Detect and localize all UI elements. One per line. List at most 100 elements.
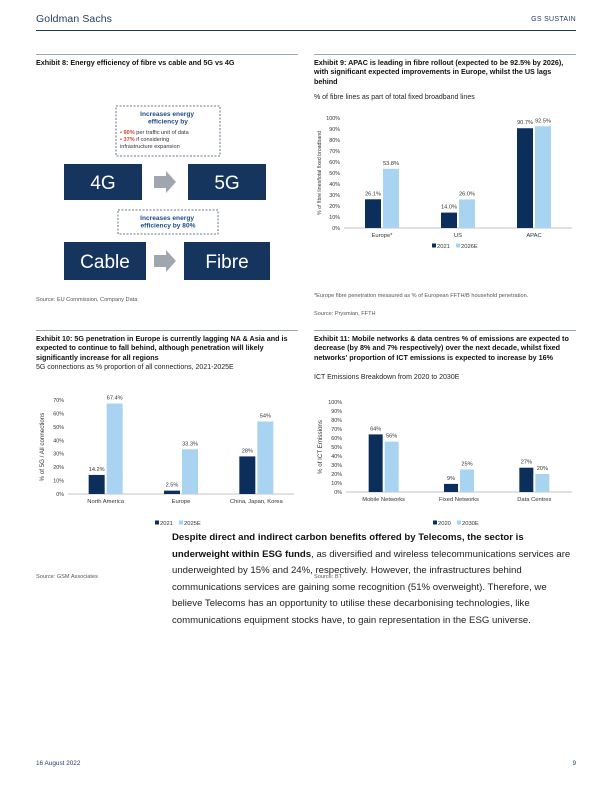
tile-4g-label: 4G <box>90 173 115 194</box>
bar-value-label: 28% <box>242 448 253 454</box>
bar-2020 <box>519 467 534 492</box>
y-tick-label: 70% <box>53 398 64 404</box>
callout-top-line2: • 37% if considering <box>120 137 169 143</box>
bar-2030E <box>535 474 550 492</box>
bar-2021 <box>164 490 180 494</box>
exhibit11-source: Source: BT <box>314 574 342 580</box>
tile-4g <box>64 164 142 200</box>
y-tick-label: 90% <box>329 127 340 133</box>
y-tick-label: 40% <box>329 182 340 188</box>
y-tick-label: 0% <box>56 492 64 498</box>
category-label: Mobile Networks <box>362 497 405 503</box>
y-tick-label: 90% <box>331 409 342 415</box>
legend-swatch <box>432 243 436 248</box>
bar-value-label: 20% <box>537 466 548 472</box>
exhibit8-diagram: Increases energy efficiency by • 90% per… <box>64 105 270 280</box>
bar-value-label: 26.0% <box>459 191 475 197</box>
y-tick-label: 60% <box>329 160 340 166</box>
exhibit9-subtitle: % of fibre lines as part of total fixed … <box>314 94 475 101</box>
exhibit9-chart: 0% 10% 20% 30% 40% 50% 60% 70% 80% 90% 100% % of fi… <box>317 116 572 250</box>
exhibit11-chart: 0% 10% 20% 30% 40% 50% 60% 70% 80% 90% 100% % of IC… <box>317 400 572 527</box>
callout-mid-title: Increases energy efficiency by 80% <box>140 215 196 230</box>
brand-name: Goldman Sachs <box>36 13 113 25</box>
bar-2020 <box>368 434 383 492</box>
y-tick-label: 30% <box>53 452 64 458</box>
tile-cable-label: Cable <box>80 252 130 273</box>
y-tick-label: 0% <box>334 490 342 496</box>
exhibit11-title: Exhibit 11: Mobile networks & data centr… <box>314 334 569 362</box>
legend-label: 2025E <box>184 521 201 527</box>
exhibit11-subtitle: ICT Emissions Breakdown from 2020 to 203… <box>314 374 460 381</box>
exhibit8-rule <box>36 54 298 55</box>
category-label: Europe <box>172 499 191 505</box>
bar-value-label: 14.0% <box>441 205 457 211</box>
y-tick-label: 50% <box>331 445 342 451</box>
bar-value-label: 33.3% <box>182 441 198 447</box>
callout-box-mid <box>117 209 219 235</box>
y-axis-label: % of ICT Emissions <box>317 420 324 474</box>
y-tick-label: 50% <box>53 425 64 431</box>
callout-box-top <box>115 105 221 157</box>
y-tick-label: 70% <box>331 427 342 433</box>
exhibit9-note: *Europe fibre penetration measured as % … <box>314 293 529 299</box>
y-tick-label: 0% <box>332 226 340 232</box>
legend-label: 2020 <box>438 521 451 527</box>
callout-top-title: Increases energy efficiency by <box>140 111 196 126</box>
exhibit9-rule <box>314 54 576 55</box>
bar-2025E <box>257 421 274 494</box>
legend-swatch <box>456 243 460 248</box>
bar-value-label: 9% <box>447 476 455 482</box>
y-tick-label: 10% <box>329 215 340 221</box>
legend-label: 2026E <box>461 244 478 250</box>
y-axis-label: % of fibre lines/total fixed broadband <box>317 131 323 215</box>
y-tick-label: 60% <box>53 411 64 417</box>
exhibit8-source: Source: EU Commission, Company Data <box>36 297 138 303</box>
y-tick-label: 80% <box>329 138 340 144</box>
y-tick-label: 100% <box>328 400 342 406</box>
category-label: China, Japan, Korea <box>230 499 284 505</box>
y-tick-label: 30% <box>331 463 342 469</box>
callout-top-line3: infrastructure expansion <box>120 144 180 150</box>
exhibit10-rule <box>36 330 298 331</box>
tile-cable <box>64 242 146 280</box>
bar-2021 <box>239 456 256 494</box>
tile-fibre <box>184 242 270 280</box>
bar-value-label: 53.8% <box>383 161 399 167</box>
tile-fibre-label: Fibre <box>205 252 248 273</box>
page-number: 9 <box>572 760 576 767</box>
legend-swatch <box>179 520 183 525</box>
legend-swatch <box>433 520 437 525</box>
category-label: North America <box>87 499 125 505</box>
category-label: Fixed Networks <box>439 497 479 503</box>
bar-2030E <box>384 441 399 492</box>
legend-label: 2021 <box>160 521 173 527</box>
exhibit9-title: Exhibit 9: APAC is leading in fibre roll… <box>314 58 564 86</box>
y-axis-label: % of 5G / All connections <box>39 413 46 482</box>
bar-value-label: 90.7% <box>517 120 533 126</box>
body-bold-lead: Despite direct and indirect carbon benef… <box>172 532 524 560</box>
y-tick-label: 10% <box>331 481 342 487</box>
legend-swatch <box>155 520 159 525</box>
bar-value-label: 56% <box>386 434 397 440</box>
bar-2025E <box>106 403 123 494</box>
category-label: APAC <box>526 233 541 239</box>
exhibit10-title: Exhibit 10: 5G penetration in Europe is … <box>36 334 288 362</box>
exhibit11-rule <box>314 330 576 331</box>
bar-value-label: 27% <box>521 460 532 466</box>
legend-label: 2021 <box>437 244 450 250</box>
bar-value-label: 14.2% <box>89 467 105 473</box>
callout-top-line1: • 90% per traffic unit of data <box>120 130 190 136</box>
y-tick-label: 30% <box>329 193 340 199</box>
bar-2026E <box>459 199 475 228</box>
body-paragraph: Despite direct and indirect carbon benef… <box>172 530 572 630</box>
bar-2021 <box>441 212 457 228</box>
y-tick-label: 10% <box>53 479 64 485</box>
y-tick-label: 40% <box>53 438 64 444</box>
exhibit10-subtitle: 5G connections as % proportion of all co… <box>36 364 234 371</box>
bar-value-label: 64% <box>370 426 381 432</box>
bar-2021 <box>517 128 533 228</box>
category-label: Data Centres <box>517 497 551 503</box>
exhibit10-chart: 0% 10% 20% 30% 40% 50% 60% 70% % of 5G / All con… <box>39 395 294 527</box>
bar-2021 <box>365 199 381 228</box>
bar-value-label: 2.5% <box>166 483 179 489</box>
